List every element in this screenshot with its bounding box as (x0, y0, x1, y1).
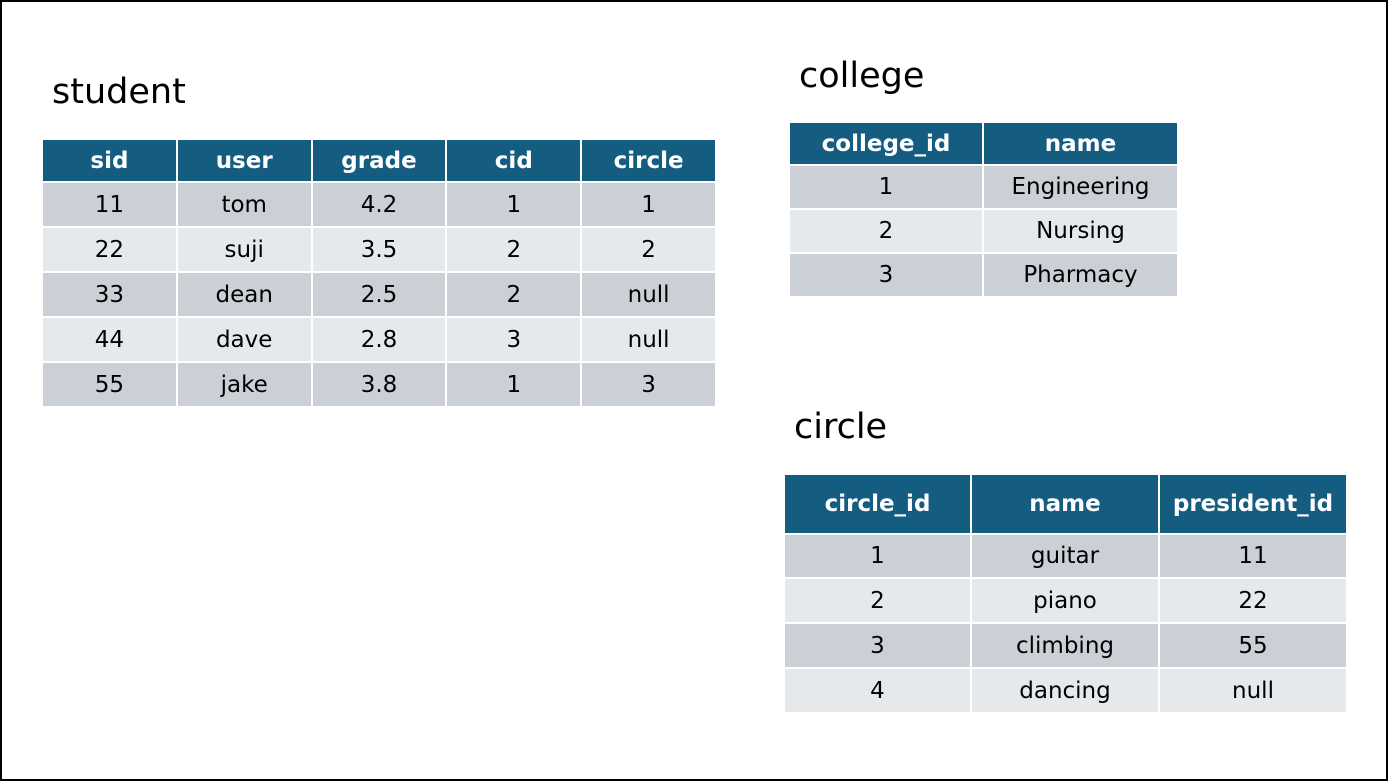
cell-president-id: 55 (1160, 624, 1346, 667)
column-header-circle: circle (582, 140, 715, 181)
cell-cid: 2 (447, 273, 581, 316)
table-row: 44 dave 2.8 3 null (43, 318, 715, 361)
cell-college-id: 2 (790, 210, 982, 252)
cell-circle-id: 4 (785, 669, 970, 712)
cell-name: Nursing (984, 210, 1177, 252)
cell-cid: 1 (447, 183, 581, 226)
column-header-name: name (984, 123, 1177, 164)
cell-circle: 3 (582, 363, 715, 406)
cell-name: climbing (972, 624, 1158, 667)
cell-user: dean (177, 273, 311, 316)
cell-circle: 2 (582, 228, 715, 271)
cell-cid: 2 (447, 228, 581, 271)
college-table: college_id name 1 Engineering 2 Nursing … (788, 121, 1179, 298)
cell-cid: 3 (447, 318, 581, 361)
cell-president-id: 11 (1160, 535, 1346, 577)
cell-grade: 3.5 (312, 228, 446, 271)
cell-grade: 4.2 (312, 183, 446, 226)
cell-grade: 2.5 (312, 273, 446, 316)
table-row: 4 dancing null (785, 669, 1346, 712)
table-row: 1 guitar 11 (785, 535, 1346, 577)
table-row: 2 Nursing (790, 210, 1177, 252)
cell-sid: 22 (43, 228, 176, 271)
cell-sid: 33 (43, 273, 176, 316)
column-header-cid: cid (447, 140, 581, 181)
table-row: 3 Pharmacy (790, 254, 1177, 296)
college-table-title: college (799, 56, 925, 96)
circle-table-title: circle (794, 407, 888, 447)
circle-table: circle_id name president_id 1 guitar 11 … (783, 473, 1348, 714)
cell-circle: null (582, 318, 715, 361)
cell-college-id: 3 (790, 254, 982, 296)
cell-circle-id: 1 (785, 535, 970, 577)
column-header-circle-id: circle_id (785, 475, 970, 533)
cell-college-id: 1 (790, 166, 982, 208)
cell-sid: 44 (43, 318, 176, 361)
cell-name: Engineering (984, 166, 1177, 208)
table-row: 11 tom 4.2 1 1 (43, 183, 715, 226)
cell-sid: 11 (43, 183, 176, 226)
table-row: 22 suji 3.5 2 2 (43, 228, 715, 271)
table-row: 1 Engineering (790, 166, 1177, 208)
table-row: 2 piano 22 (785, 579, 1346, 622)
student-table: sid user grade cid circle 11 tom 4.2 1 1… (41, 138, 717, 408)
column-header-name: name (972, 475, 1158, 533)
column-header-president-id: president_id (1160, 475, 1346, 533)
cell-user: suji (177, 228, 311, 271)
student-table-title: student (52, 72, 186, 112)
cell-president-id: null (1160, 669, 1346, 712)
cell-sid: 55 (43, 363, 176, 406)
cell-grade: 3.8 (312, 363, 446, 406)
cell-user: dave (177, 318, 311, 361)
table-row: 33 dean 2.5 2 null (43, 273, 715, 316)
column-header-college-id: college_id (790, 123, 982, 164)
cell-president-id: 22 (1160, 579, 1346, 622)
cell-name: piano (972, 579, 1158, 622)
cell-name: dancing (972, 669, 1158, 712)
cell-name: Pharmacy (984, 254, 1177, 296)
cell-circle: null (582, 273, 715, 316)
cell-circle-id: 3 (785, 624, 970, 667)
table-row: 55 jake 3.8 1 3 (43, 363, 715, 406)
cell-cid: 1 (447, 363, 581, 406)
column-header-sid: sid (43, 140, 176, 181)
cell-circle: 1 (582, 183, 715, 226)
column-header-user: user (177, 140, 311, 181)
cell-name: guitar (972, 535, 1158, 577)
column-header-grade: grade (312, 140, 446, 181)
cell-user: jake (177, 363, 311, 406)
cell-grade: 2.8 (312, 318, 446, 361)
table-row: 3 climbing 55 (785, 624, 1346, 667)
cell-user: tom (177, 183, 311, 226)
cell-circle-id: 2 (785, 579, 970, 622)
